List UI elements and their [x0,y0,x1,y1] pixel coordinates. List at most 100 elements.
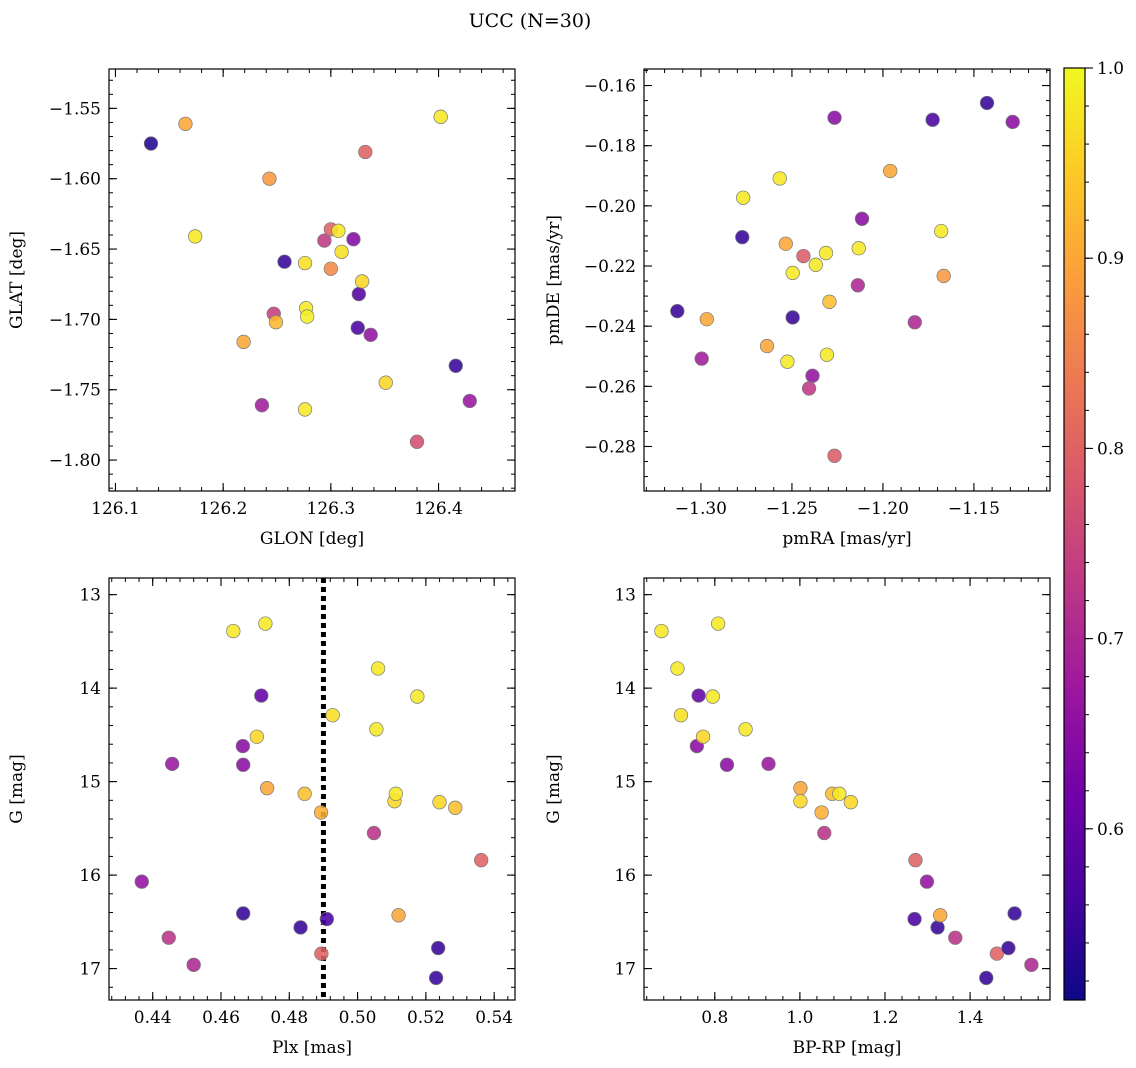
data-point [388,786,403,801]
data-point [705,689,720,704]
y-tick-label: 13 [614,586,636,606]
panels: 126.1 126.2 126.3 126.4 −1.55 −1.60 −1.65 −1.70… [7,68,1051,1058]
data-point [391,908,406,923]
data-point [161,930,176,945]
data-point [354,274,370,289]
colorbar-tick-label: 0.6 [1097,820,1124,840]
data-point [673,708,689,723]
x-tick-label: 0.52 [407,1008,445,1028]
y-tick-label: 16 [614,866,636,886]
data-point [851,241,866,256]
data-point [772,171,787,186]
data-point [818,245,834,261]
x-tick-label: 126.4 [414,499,463,519]
data-point [907,315,922,330]
y-tick-label: −1.70 [49,310,101,330]
data-point [1005,114,1020,130]
data-point [277,254,292,269]
data-point [254,688,269,703]
data-point [694,351,709,366]
data-point [363,327,378,343]
scatter-panel-3: 0.44 0.46 0.48 0.50 0.52 0.54 13 14 15 16 17 Plx [m… [7,577,516,1058]
data-point [710,616,726,631]
y-tick-label: −0.22 [584,257,636,277]
data-point [817,825,832,841]
data-point [462,393,477,409]
y-tick-label: 15 [79,773,101,793]
data-point [134,874,149,889]
data-point [979,95,995,111]
data-point [428,970,444,986]
data-point [317,233,332,248]
data-point [801,381,817,396]
data-point [654,623,669,639]
data-point [165,756,180,772]
data-point [736,190,751,205]
data-point [188,229,203,244]
data-point [448,800,463,815]
data-point [431,940,446,956]
y-tick-label: −0.20 [584,197,636,217]
x-tick-label: 0.44 [134,1008,172,1028]
y-axis-label: G [mag] [7,754,27,823]
colorbar-tick-label: 0.9 [1097,249,1124,269]
data-point [236,906,251,921]
data-point [822,294,837,309]
y-tick-label: −0.16 [584,77,636,97]
x-tick-label: −1.30 [675,499,727,519]
data-point [850,278,865,293]
x-tick-label: 0.46 [202,1008,240,1028]
data-point [268,315,284,330]
x-tick-label: 0.8 [701,1008,728,1028]
data-point [670,303,685,319]
data-point [908,852,923,868]
x-tick-label: 0.50 [339,1008,377,1028]
colorbar: 0.6 0.7 0.8 0.9 1.0 [1063,59,1124,1001]
axes-frame [643,577,1051,1001]
data-point [293,920,308,935]
data-point [719,757,735,772]
x-tick-label: 126.2 [199,499,248,519]
y-tick-label: −1.75 [49,381,101,401]
data-point [1007,906,1022,921]
data-point [323,261,338,276]
x-tick-label: −1.25 [766,499,818,519]
data-point [699,312,714,327]
data-point [432,795,447,810]
colorbar-gradient [1063,67,1086,1001]
data-point [796,248,811,264]
y-tick-label: −0.18 [584,137,636,157]
data-point [297,786,312,801]
data-point [259,781,275,796]
data-point [226,623,241,639]
data-point [934,223,949,239]
data-point [883,163,898,179]
data-point [738,722,753,737]
scatter-panel-2: −1.30 −1.25 −1.20 −1.15 −0.16 −0.18 −0.20 −0.22… [544,68,1051,549]
data-point [761,756,776,772]
data-point [691,688,706,703]
y-tick-label: 17 [79,960,101,980]
data-point [695,729,711,744]
data-point [297,255,313,271]
data-point [819,347,835,362]
data-point [236,757,251,772]
data-point [186,957,201,972]
y-tick-label: 15 [614,773,636,793]
x-tick-label: −1.20 [857,499,909,519]
data-point [262,171,277,186]
data-point [793,781,808,796]
axes-frame [643,68,1051,492]
data-point [989,946,1005,961]
data-point [410,689,425,704]
y-tick-label: 14 [614,679,636,699]
x-tick-label: 126.1 [91,499,140,519]
data-point [827,110,842,125]
data-point [933,908,948,923]
data-point [448,358,463,373]
colorbar-tick-label: 1.0 [1097,59,1124,79]
data-point [300,309,315,324]
data-point [331,223,346,238]
data-point [832,786,847,801]
